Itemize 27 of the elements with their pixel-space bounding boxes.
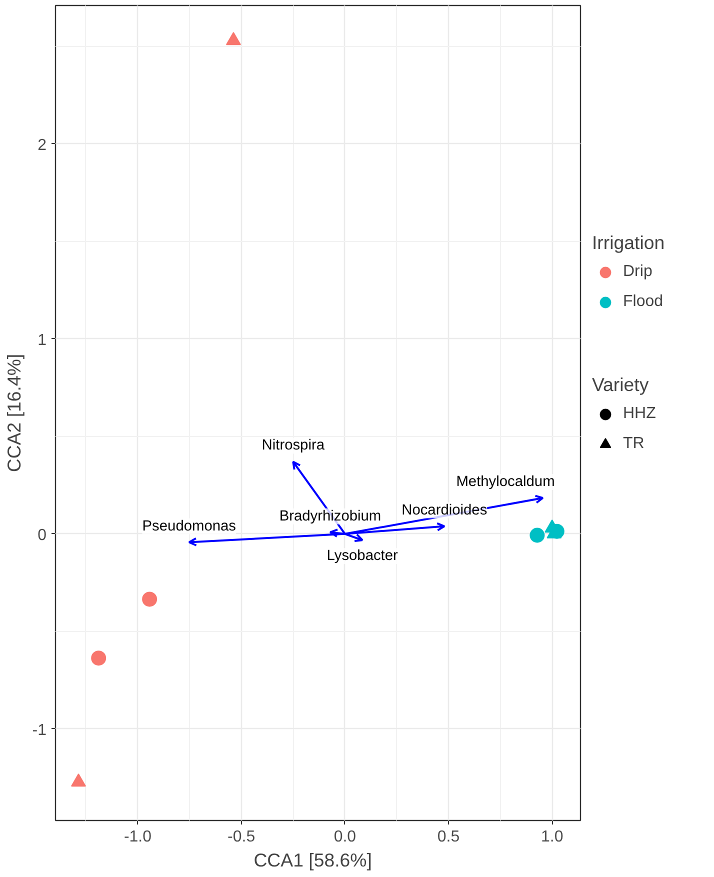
series-label: Pseudomonas xyxy=(142,518,236,534)
x-axis-title: CCA1 [58.6%] xyxy=(254,850,372,870)
series-label: Methylocaldum xyxy=(456,474,555,490)
legend-label: Drip xyxy=(623,263,652,281)
series-label: Nitrospira xyxy=(262,438,326,454)
legend-label: Flood xyxy=(623,293,664,311)
y-axis-title: CCA2 [16.4%] xyxy=(3,354,24,472)
y-tick-label: 0 xyxy=(38,526,47,544)
x-tick-label: -0.5 xyxy=(228,828,256,846)
series-label: Bradyrhizobium xyxy=(279,508,382,524)
legend-label: TR xyxy=(623,435,644,453)
x-tick-label: -1.0 xyxy=(124,828,152,846)
series-label: Nocardioides xyxy=(402,502,488,518)
point xyxy=(530,528,545,543)
point xyxy=(142,592,158,607)
x-tick-label: 1.0 xyxy=(540,828,564,846)
point xyxy=(91,650,106,666)
y-tick-label: 2 xyxy=(38,136,47,154)
text: Irrigation xyxy=(592,232,665,253)
series-label: Lysobacter xyxy=(326,548,398,564)
x-tick-label: 0.5 xyxy=(437,828,460,846)
x-tick-label: 0.0 xyxy=(334,828,356,846)
y-tick-label: 1 xyxy=(38,332,47,349)
legend-label: HHZ xyxy=(623,405,656,423)
text: Variety xyxy=(592,374,649,395)
point xyxy=(226,32,241,46)
y-tick-label: -1 xyxy=(32,722,47,739)
